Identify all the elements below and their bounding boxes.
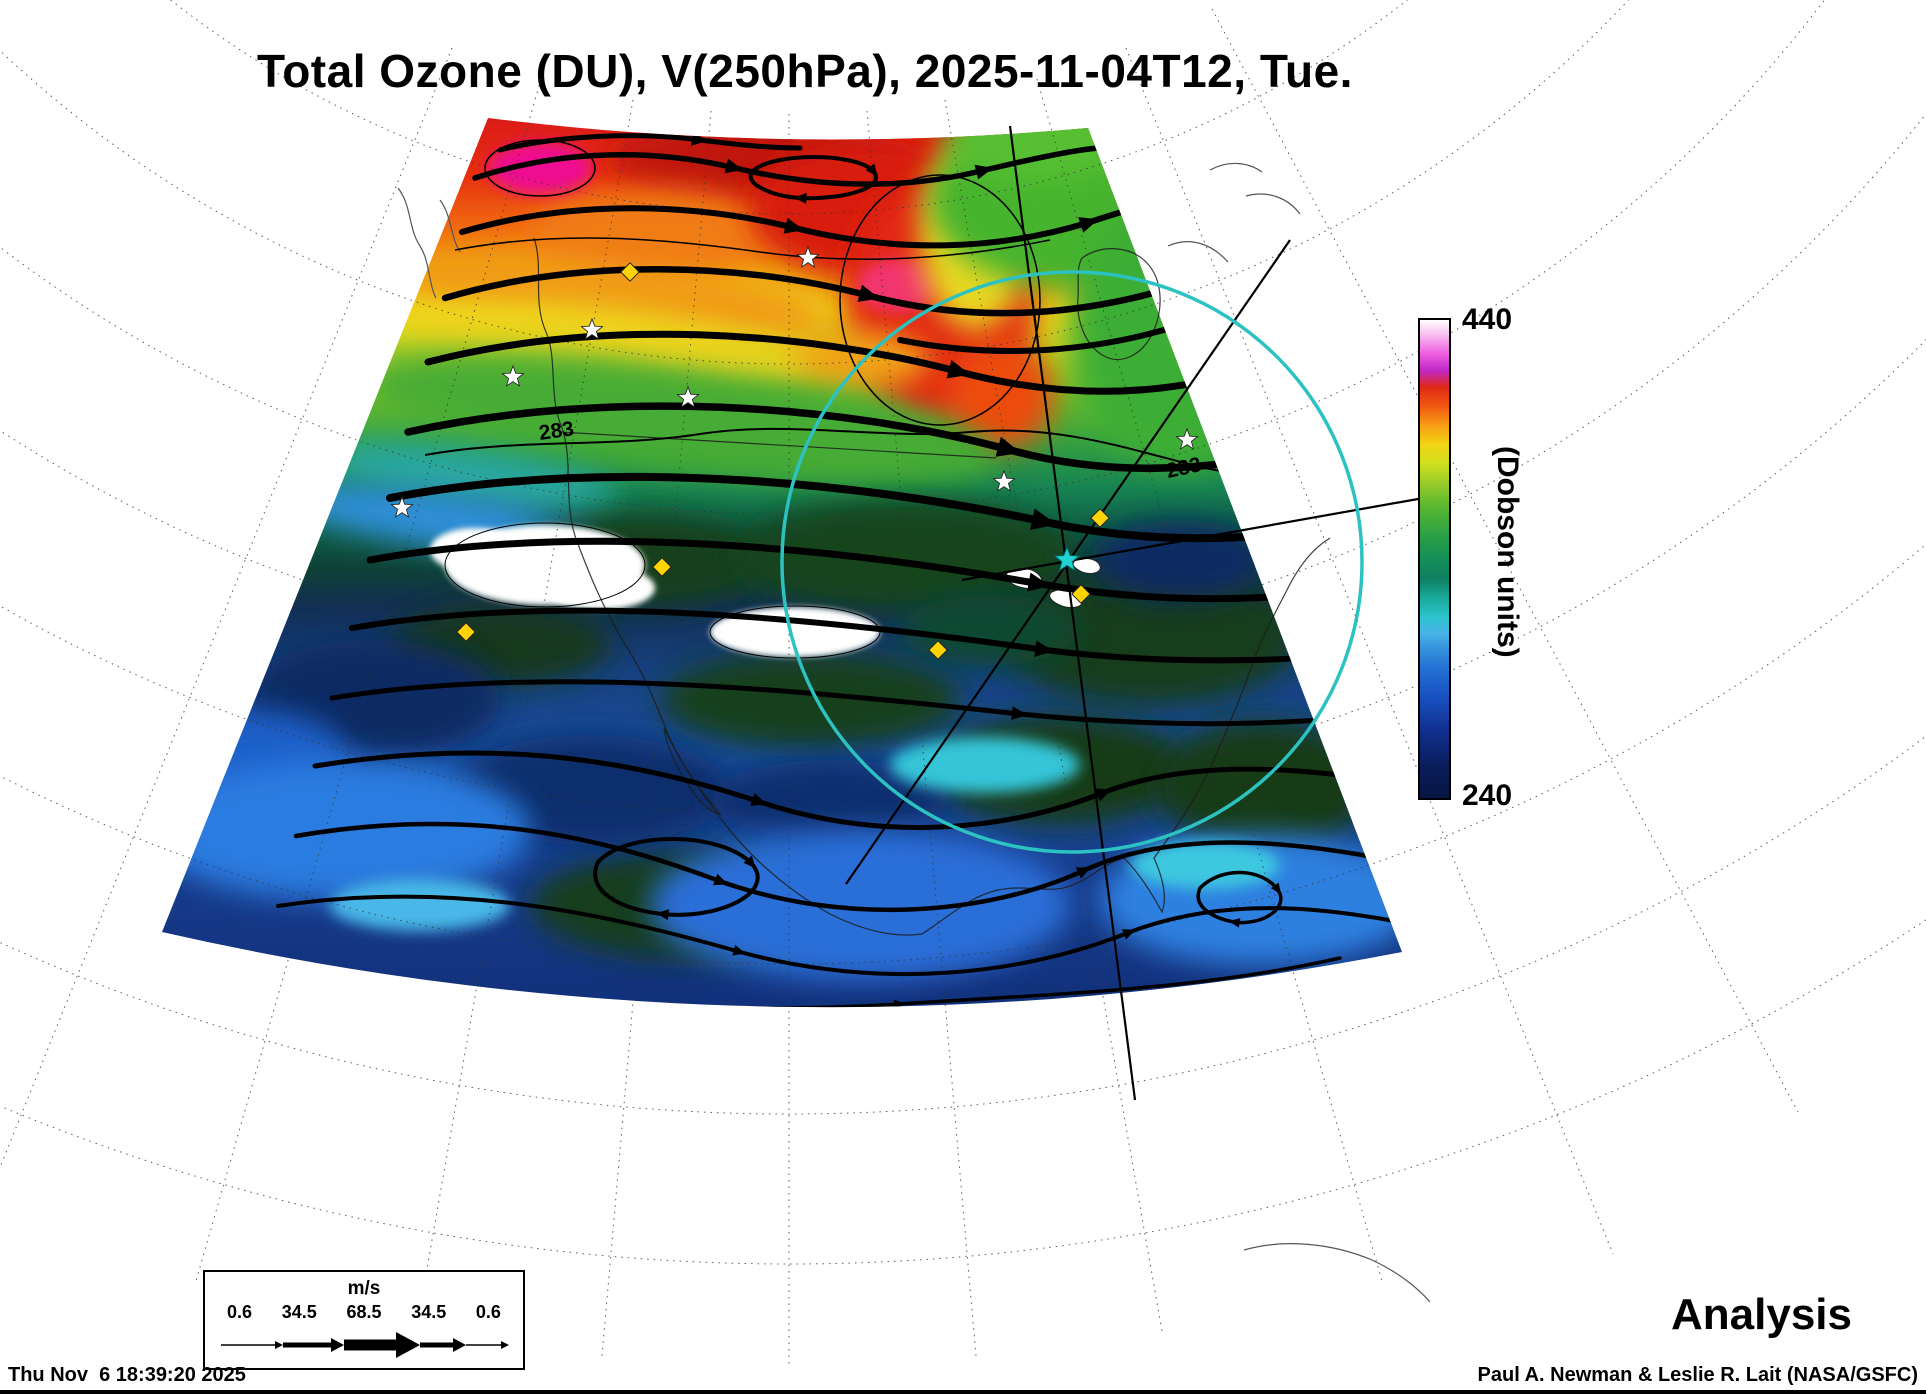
analysis-label: Analysis — [1671, 1290, 1852, 1339]
wind-speed-legend: m/s 0.6 34.5 68.5 34.5 0.6 — [203, 1270, 525, 1370]
colorbar — [1418, 318, 1451, 800]
colorbar-max-label: 440 — [1462, 303, 1513, 336]
wind-tick: 34.5 — [411, 1302, 447, 1322]
wind-tick: 0.6 — [475, 1302, 501, 1322]
wind-scale-arrows — [221, 1332, 509, 1358]
colorbar-min-label: 240 — [1462, 779, 1513, 812]
credit-line: Paul A. Newman & Leslie R. Lait (NASA/GS… — [1477, 1364, 1918, 1386]
wind-units-label: m/s — [347, 1278, 381, 1299]
page-title: Total Ozone (DU), V(250hPa), 2025-11-04T… — [257, 45, 1353, 97]
wind-tick: 68.5 — [346, 1302, 382, 1322]
contour-label-left: 283 — [537, 417, 575, 445]
wind-tick: 0.6 — [227, 1302, 253, 1322]
ozone-field — [162, 118, 1402, 1008]
wind-tick-labels: 0.6 34.5 68.5 34.5 0.6 — [205, 1302, 523, 1323]
wind-tick: 34.5 — [281, 1302, 317, 1322]
bottom-edge-bar — [0, 1390, 1926, 1394]
range-circle — [780, 270, 1364, 854]
creation-timestamp: Thu Nov 6 18:39:20 2025 — [8, 1364, 246, 1386]
colorbar-units-label: (Dobson units) — [1491, 446, 1524, 658]
